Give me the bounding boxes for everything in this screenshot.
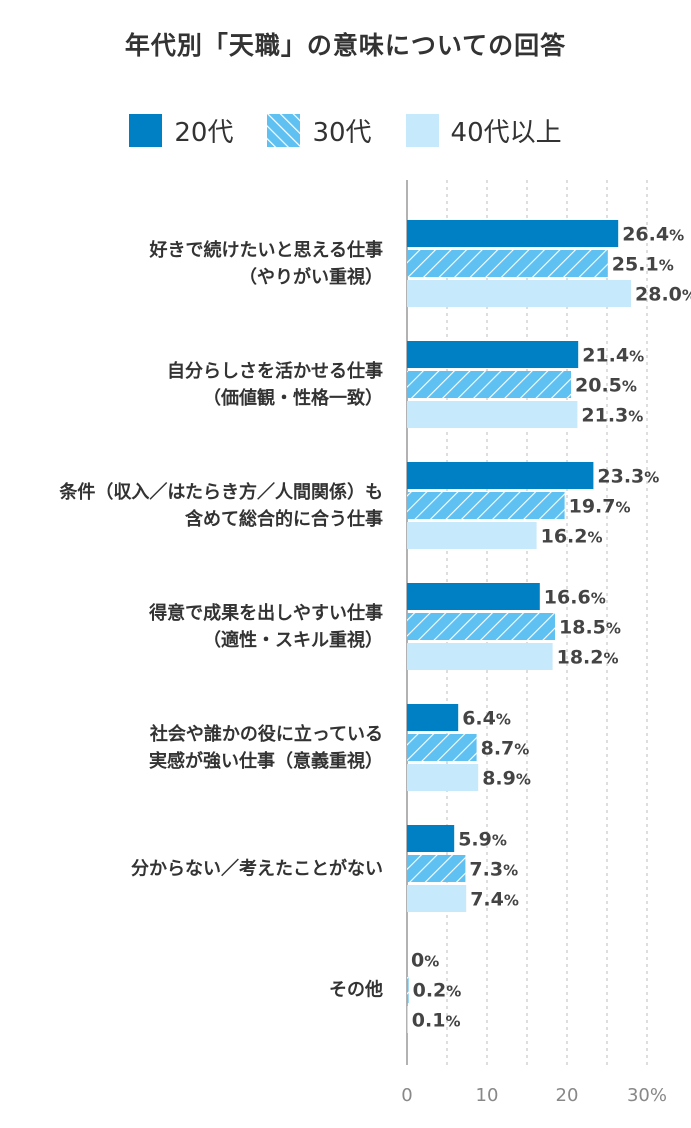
bar-40s-plus: [407, 522, 537, 549]
value-label-40s-plus: 28.0%: [635, 284, 691, 306]
category-labels: 好きで続けたいと思える仕事 （やりがい重視） 自分らしさを活かせる仕事 （価値観・性格…: [58, 239, 383, 1001]
value-label-20s: 16.6%: [544, 587, 606, 609]
legend-item-20s: 20代: [129, 112, 233, 149]
x-tick-label: 0: [401, 1085, 412, 1106]
value-label-40s-plus: 8.9%: [482, 768, 531, 790]
value-label-40s-plus: 0.1%: [412, 1010, 461, 1032]
bar-40s-plus: [407, 885, 467, 912]
value-label-20s: 21.4%: [582, 345, 644, 367]
x-tick-label: 20: [556, 1085, 579, 1106]
bar-40s-plus: [407, 280, 631, 307]
bar-30s: [407, 734, 477, 761]
value-label-40s-plus: 16.2%: [541, 526, 603, 548]
value-label-30s: 7.3%: [469, 859, 518, 881]
value-label-30s: 18.5%: [559, 617, 621, 639]
value-labels: 26.4% 25.1% 28.0% 21.4% 20.5% 21.3% 23.3% 19.7%…: [411, 224, 691, 1032]
value-label-20s: 23.3%: [597, 466, 659, 488]
bar-40s-plus: [407, 401, 578, 428]
value-label-40s-plus: 7.4%: [470, 889, 519, 911]
legend-swatch-20s: [129, 114, 163, 147]
value-label-40s-plus: 21.3%: [581, 405, 643, 427]
bar-40s-plus: [407, 1006, 408, 1033]
value-label-30s: 8.7%: [481, 738, 530, 760]
legend-item-40s-plus: 40代以上: [405, 112, 562, 149]
bar-30s: [407, 976, 409, 1003]
legend-swatch-40s-plus: [405, 114, 439, 147]
legend-label-30s: 30代: [312, 118, 372, 148]
legend-label-20s: 20代: [174, 118, 234, 148]
bar-40s-plus: [407, 764, 479, 791]
chart-title: 年代別「天職」の意味についての回答: [124, 31, 567, 60]
bar-30s: [407, 855, 466, 882]
value-label-20s: 0%: [411, 950, 439, 972]
category-label: （適性・スキル重視）: [203, 629, 383, 651]
bar-20s: [407, 220, 619, 247]
category-label: （やりがい重視）: [239, 266, 383, 288]
legend-item-30s: 30代: [267, 112, 372, 149]
category-label: 実感が強い仕事（意義重視）: [149, 750, 383, 772]
bar-20s: [407, 462, 594, 489]
value-label-20s: 5.9%: [458, 829, 507, 851]
bar-30s: [407, 371, 571, 398]
legend-label-40s-plus: 40代以上: [450, 118, 562, 148]
bar-20s: [407, 704, 459, 731]
value-label-30s: 25.1%: [612, 254, 674, 276]
bar-30s: [407, 613, 555, 640]
category-label: 含めて総合的に合う仕事: [185, 508, 383, 530]
bar-30s: [407, 250, 608, 277]
bar-40s-plus: [407, 643, 553, 670]
bar-20s: [407, 825, 455, 852]
x-tick-label: 10: [476, 1085, 499, 1106]
category-label: 自分らしさを活かせる仕事: [167, 360, 383, 382]
bars: [407, 220, 631, 1033]
category-label: その他: [329, 979, 383, 1001]
bar-30s: [407, 492, 565, 519]
category-label: 分からない／考えたことがない: [131, 858, 383, 880]
value-label-20s: 26.4%: [622, 224, 684, 246]
legend: 20代 30代 40代以上: [0, 112, 691, 149]
value-label-30s: 20.5%: [575, 375, 637, 397]
category-label: 好きで続けたいと思える仕事: [149, 239, 383, 261]
legend-swatch-30s: [267, 114, 301, 147]
category-label: 条件（収入／はたらき方／人間関係）も: [58, 481, 383, 503]
category-label: 得意で成果を出しやすい仕事: [148, 602, 383, 624]
category-label: 社会や誰かの役に立っている: [150, 723, 383, 745]
value-label-30s: 0.2%: [413, 980, 462, 1002]
value-label-40s-plus: 18.2%: [557, 647, 619, 669]
x-tick-labels: 0 10 20 30%: [401, 1085, 667, 1106]
value-label-20s: 6.4%: [462, 708, 511, 730]
x-tick-label: 30%: [627, 1085, 667, 1106]
bar-20s: [407, 341, 579, 368]
value-label-30s: 19.7%: [569, 496, 631, 518]
bar-20s: [407, 583, 540, 610]
category-label: （価値観・性格一致）: [203, 387, 383, 409]
